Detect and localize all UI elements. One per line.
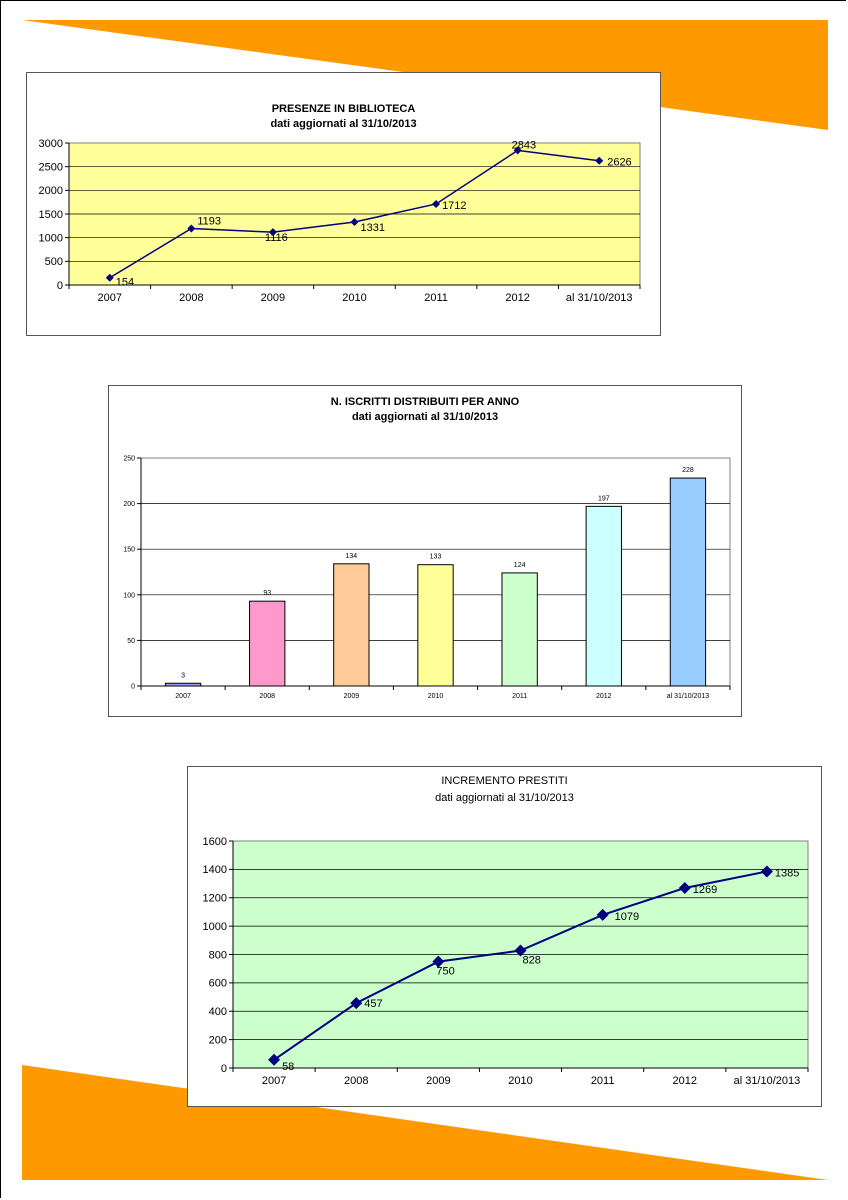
x-tick-label: 2011 bbox=[424, 292, 448, 304]
data-label: 2843 bbox=[512, 139, 536, 151]
y-tick-label: 1000 bbox=[203, 921, 227, 933]
chart-presenze: PRESENZE IN BIBLIOTECA dati aggiornati a… bbox=[26, 72, 661, 336]
y-tick-label: 1400 bbox=[203, 864, 227, 876]
x-tick-label: 2009 bbox=[344, 693, 360, 700]
y-tick-label: 1500 bbox=[39, 209, 63, 221]
data-label: 228 bbox=[682, 467, 694, 474]
x-tick-label: 2012 bbox=[505, 292, 529, 304]
bar bbox=[501, 572, 538, 687]
data-label: 1712 bbox=[442, 200, 466, 212]
bar bbox=[669, 477, 707, 687]
bar bbox=[333, 563, 370, 687]
data-point bbox=[268, 1053, 281, 1066]
bar bbox=[164, 682, 202, 687]
y-tick-label: 2500 bbox=[39, 162, 63, 174]
data-label: 197 bbox=[598, 495, 610, 502]
x-tick-label: 2008 bbox=[179, 292, 203, 304]
data-label: 750 bbox=[436, 966, 454, 978]
x-tick-label: 2007 bbox=[262, 1075, 286, 1087]
y-tick-label: 500 bbox=[45, 256, 63, 268]
y-tick-label: 600 bbox=[209, 978, 227, 990]
y-tick-label: 800 bbox=[209, 949, 227, 961]
data-label: 154 bbox=[116, 277, 134, 289]
bar bbox=[417, 564, 454, 687]
chart-subtitle: dati aggiornati al 31/10/2013 bbox=[435, 792, 574, 804]
x-tick-label: 2012 bbox=[673, 1075, 697, 1087]
data-point bbox=[350, 997, 363, 1010]
y-tick-label: 150 bbox=[123, 547, 135, 554]
chart-plot: 0 50 100 150 200 250 2007 2008 2009 2010 2011 2012 a… bbox=[123, 455, 731, 700]
y-tick-label: 3000 bbox=[39, 138, 63, 150]
y-tick-label: 250 bbox=[123, 455, 135, 462]
data-point bbox=[596, 908, 609, 921]
data-point bbox=[595, 156, 604, 165]
x-tick-label: 2008 bbox=[259, 693, 275, 700]
data-point bbox=[350, 217, 359, 226]
data-label: 1079 bbox=[615, 911, 639, 923]
data-label: 828 bbox=[523, 955, 541, 967]
chart-title: N. ISCRITTI DISTRIBUITI PER ANNO bbox=[330, 396, 520, 408]
data-point bbox=[432, 199, 441, 208]
y-tick-label: 0 bbox=[221, 1063, 227, 1075]
data-point bbox=[678, 881, 691, 894]
y-tick-label: 2000 bbox=[39, 185, 63, 197]
data-label: 2626 bbox=[607, 157, 631, 169]
data-label: 1385 bbox=[775, 868, 799, 880]
x-tick-label: al 31/10/2013 bbox=[667, 693, 710, 700]
data-label: 58 bbox=[282, 1061, 294, 1073]
y-tick-label: 50 bbox=[127, 638, 135, 645]
chart-subtitle: dati aggiornati al 31/10/2013 bbox=[351, 411, 499, 423]
x-tick-label: 2010 bbox=[428, 693, 444, 700]
x-tick-label: 2009 bbox=[261, 292, 285, 304]
chart-plot: 0 200 400 600 800 1000 1200 1400 1600 2007 2008 200… bbox=[203, 836, 809, 1087]
data-point bbox=[760, 865, 773, 878]
data-label: 1269 bbox=[693, 884, 717, 896]
x-tick-label: 2011 bbox=[591, 1075, 615, 1087]
y-tick-label: 1000 bbox=[39, 233, 63, 245]
y-tick-label: 1600 bbox=[203, 836, 227, 848]
x-tick-label: 2007 bbox=[98, 292, 122, 304]
bar bbox=[585, 505, 622, 687]
data-label: 133 bbox=[430, 554, 442, 561]
data-point bbox=[514, 944, 527, 957]
x-tick-label: 2011 bbox=[512, 693, 527, 700]
data-point bbox=[513, 146, 522, 155]
chart-plot: 0 500 1000 1500 2000 2500 3000 2007 2008 2009 2010… bbox=[39, 138, 641, 304]
y-tick-label: 0 bbox=[131, 683, 135, 690]
data-label: 3 bbox=[181, 672, 185, 679]
x-tick-label: 2008 bbox=[344, 1075, 368, 1087]
data-point bbox=[268, 228, 277, 237]
data-label: 1116 bbox=[265, 232, 288, 244]
bar bbox=[249, 600, 286, 687]
data-label: 457 bbox=[364, 998, 382, 1010]
chart-title: PRESENZE IN BIBLIOTECA bbox=[271, 103, 416, 115]
data-point bbox=[105, 273, 114, 282]
chart-prestiti: INCREMENTO PRESTITI dati aggiornati al 3… bbox=[187, 766, 822, 1107]
y-tick-label: 1200 bbox=[203, 893, 227, 905]
data-label: 1193 bbox=[197, 216, 221, 228]
y-tick-label: 100 bbox=[123, 592, 135, 599]
x-tick-label: 2010 bbox=[508, 1075, 532, 1087]
data-point bbox=[187, 224, 196, 233]
x-tick-label: 2007 bbox=[175, 693, 191, 700]
chart-title: INCREMENTO PRESTITI bbox=[441, 775, 568, 787]
chart-iscritti: N. ISCRITTI DISTRIBUITI PER ANNO dati ag… bbox=[108, 385, 742, 717]
x-tick-label: 2009 bbox=[426, 1075, 450, 1087]
x-tick-label: 2012 bbox=[596, 693, 612, 700]
data-label: 134 bbox=[346, 553, 358, 560]
data-label: 93 bbox=[263, 590, 271, 597]
data-point bbox=[432, 955, 445, 968]
chart-subtitle: dati aggiornati al 31/10/2013 bbox=[270, 118, 417, 130]
y-tick-label: 400 bbox=[209, 1006, 227, 1018]
x-tick-label: al 31/10/2013 bbox=[734, 1075, 801, 1087]
data-label: 1331 bbox=[361, 222, 385, 234]
y-tick-label: 200 bbox=[123, 501, 135, 508]
y-tick-label: 200 bbox=[209, 1034, 227, 1046]
data-label: 124 bbox=[514, 562, 526, 569]
x-tick-label: al 31/10/2013 bbox=[566, 292, 633, 304]
x-tick-label: 2010 bbox=[342, 292, 366, 304]
y-tick-label: 0 bbox=[57, 280, 63, 292]
